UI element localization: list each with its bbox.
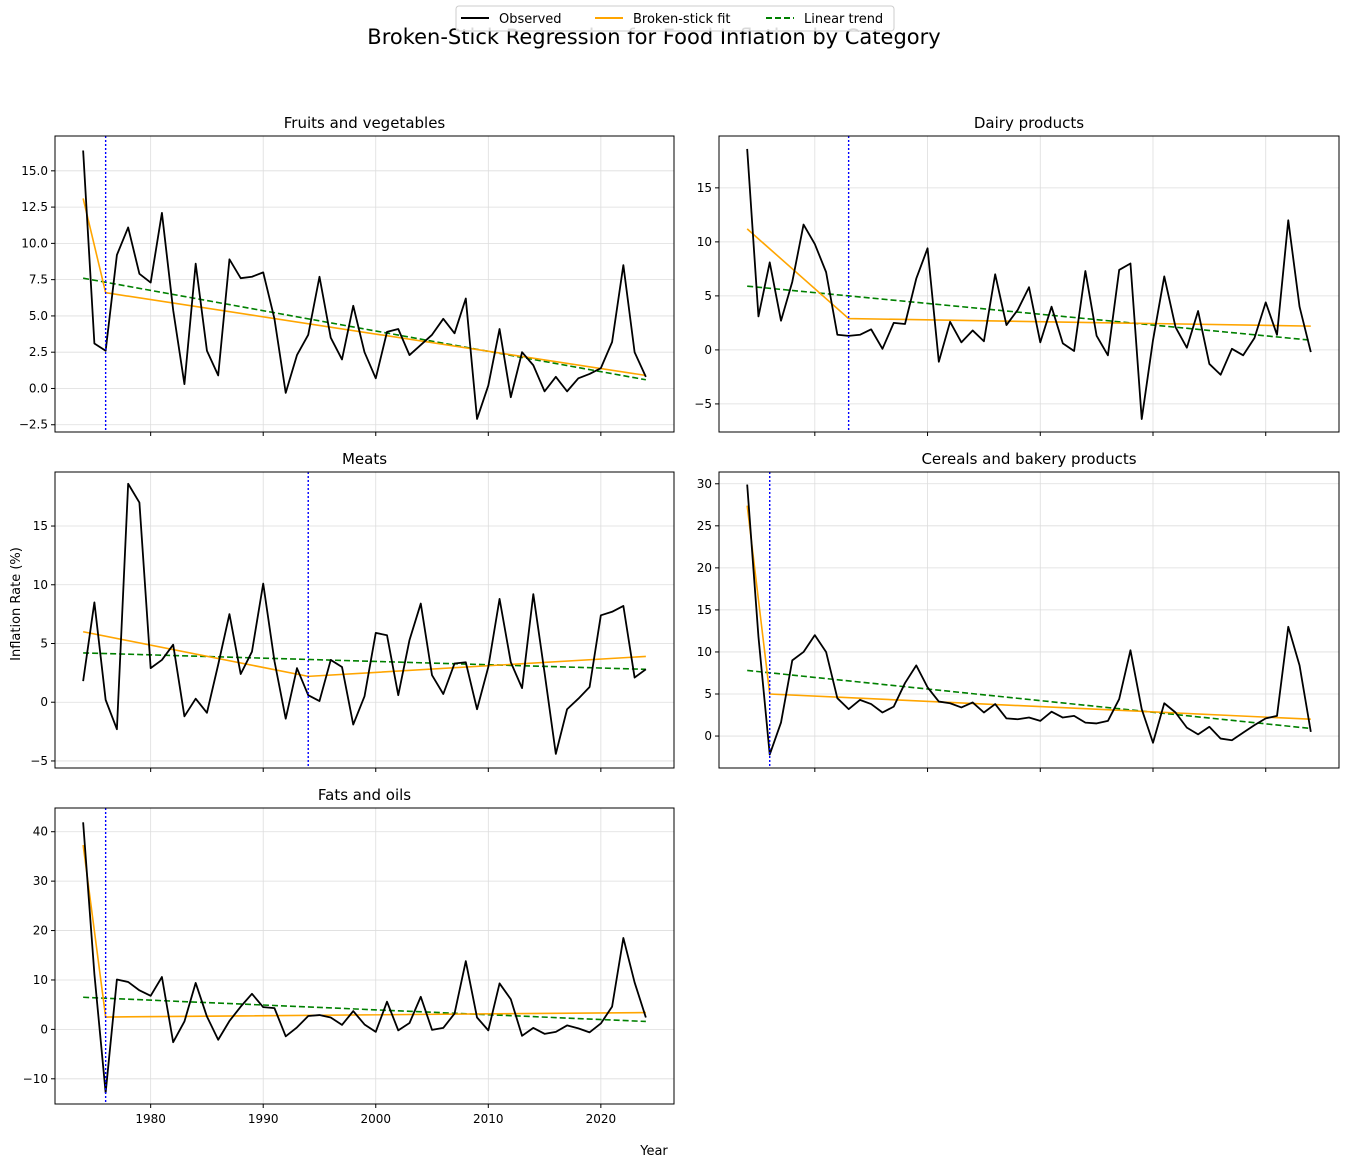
- y-tick-label: −5: [694, 397, 712, 411]
- panel-title: Meats: [342, 450, 387, 468]
- axes-frame: [718, 135, 1340, 433]
- panel-title: Fats and oils: [318, 786, 411, 804]
- panel-cereals-and-bakery-products: 0 5 10 15 20 25 30 Cereals and bakery products: [697, 450, 1340, 772]
- y-tick-label: 10: [33, 973, 48, 987]
- axes-frame: [718, 471, 1340, 769]
- observed-series-line: [746, 148, 1312, 420]
- y-tick-label: 0: [40, 1022, 48, 1036]
- x-tick-label: 1990: [248, 1112, 279, 1126]
- panel-title: Fruits and vegetables: [284, 114, 446, 132]
- y-tick-label: −5: [30, 754, 48, 768]
- y-tick-label: 25: [697, 519, 712, 533]
- y-tick-label: 10.0: [21, 236, 48, 250]
- x-tick-label: 2020: [586, 1112, 617, 1126]
- y-tick-label: 0: [704, 729, 712, 743]
- y-tick-label: 0: [40, 695, 48, 709]
- observed-series-line: [746, 484, 1312, 756]
- linear-trend-line: [747, 669, 1311, 730]
- axes-frame: [54, 807, 675, 1105]
- legend-fit-label: Broken-stick fit: [633, 12, 731, 27]
- y-tick-label: −10: [23, 1072, 48, 1086]
- linear-trend-line: [83, 652, 646, 671]
- plot-area: [746, 472, 1312, 768]
- linear-trend-line: [82, 277, 647, 381]
- y-tick-label: 7.5: [29, 273, 48, 287]
- legend: Observed Broken-stick fit Linear trend: [455, 5, 895, 32]
- y-tick-label: 0.0: [29, 381, 48, 395]
- observed-series-line: [82, 482, 647, 755]
- y-tick-label: 5: [704, 687, 712, 701]
- x-tick-label: 2010: [473, 1112, 504, 1126]
- observed-series-line: [82, 150, 647, 420]
- panel-dairy-products: −5 0 5 10 15 Dairy products: [694, 114, 1340, 436]
- x-tick-label: 2000: [360, 1112, 391, 1126]
- plot-area: [82, 472, 647, 768]
- y-tick-label: 40: [33, 825, 48, 839]
- y-tick-label: 30: [33, 874, 48, 888]
- plot-area: [746, 136, 1312, 432]
- y-tick-label: 5: [704, 289, 712, 303]
- panel-title: Cereals and bakery products: [921, 450, 1136, 468]
- y-tick-label: 5: [40, 636, 48, 650]
- x-axis-label: Year: [639, 1144, 668, 1159]
- axes-frame: [54, 471, 675, 769]
- plot-area: [82, 808, 647, 1104]
- observed-series-line: [82, 822, 647, 1094]
- y-tick-label: 5.0: [29, 309, 48, 323]
- panels: −2.5 0.0 2.5 5.0 7.5 10.0 12.5 15.0 Fruits and v…: [19, 114, 1340, 1126]
- y-tick-label: −2.5: [19, 418, 48, 432]
- panel-fruits-and-vegetables: −2.5 0.0 2.5 5.0 7.5 10.0 12.5 15.0 Fruits and v…: [19, 114, 675, 436]
- axes-frame: [54, 135, 675, 433]
- linear-trend-line: [747, 285, 1311, 341]
- y-tick-label: 20: [697, 561, 712, 575]
- legend-observed-label: Observed: [499, 12, 562, 27]
- panel-fats-and-oils: −10 0 10 20 30 40 1980 1990 2000 2010 2020 Fats and…: [23, 786, 675, 1126]
- y-tick-label: 15: [33, 519, 48, 533]
- y-tick-label: 30: [697, 477, 712, 491]
- y-tick-label: 15: [697, 603, 712, 617]
- y-tick-label: 15.0: [21, 164, 48, 178]
- legend-trend-label: Linear trend: [804, 12, 883, 27]
- y-tick-label: 10: [697, 645, 712, 659]
- panel-meats: −5 0 5 10 15 Meats: [30, 450, 675, 772]
- y-tick-label: 2.5: [29, 345, 48, 359]
- panel-title: Dairy products: [974, 114, 1084, 132]
- plot-area: [82, 136, 647, 432]
- y-tick-label: 10: [697, 235, 712, 249]
- linear-trend-line: [83, 996, 646, 1023]
- y-tick-label: 12.5: [21, 200, 48, 214]
- y-tick-label: 15: [697, 181, 712, 195]
- x-tick-label: 1980: [135, 1112, 166, 1126]
- y-tick-label: 20: [33, 924, 48, 938]
- y-axis-label: Inflation Rate (%): [9, 547, 24, 661]
- y-tick-label: 10: [33, 578, 48, 592]
- y-tick-label: 0: [704, 343, 712, 357]
